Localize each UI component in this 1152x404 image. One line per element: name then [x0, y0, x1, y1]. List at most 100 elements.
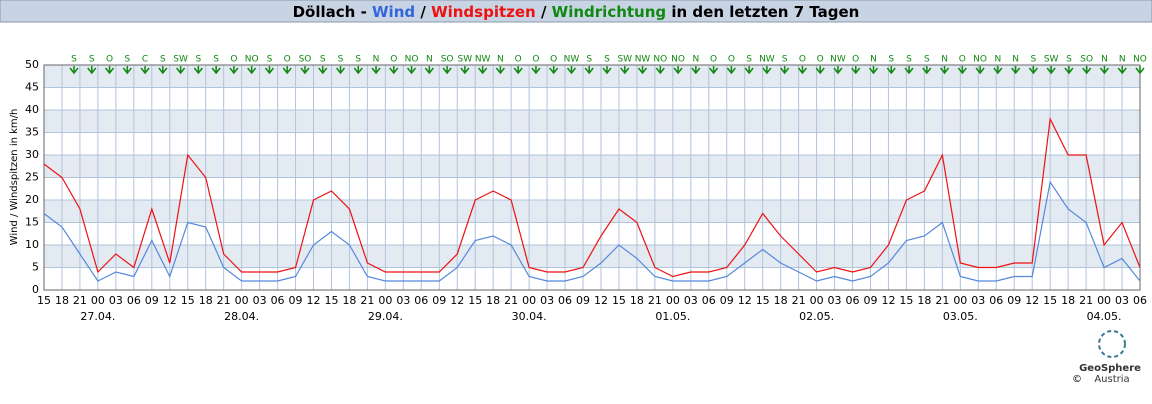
grid-band [44, 245, 1140, 268]
x-tick-label: 09 [432, 294, 446, 307]
x-tick-label: 15 [612, 294, 626, 307]
wind-direction-arrow [318, 66, 328, 75]
wind-direction-label: S [604, 55, 610, 65]
title-bar [0, 0, 1152, 23]
x-tick-label: 00 [522, 294, 536, 307]
wind-direction-label: C [142, 55, 148, 65]
wind-direction-label: NW [564, 55, 580, 65]
wind-direction-label: NO [1133, 55, 1147, 65]
wind-direction-label: NW [759, 55, 775, 65]
wind-direction-arrow [904, 66, 914, 75]
wind-direction-label: S [1031, 55, 1037, 65]
grid-band [44, 200, 1140, 223]
wind-direction-arrow [158, 66, 168, 75]
wind-direction-label: S [213, 55, 219, 65]
x-tick-label: 18 [199, 294, 213, 307]
date-label: 03.05. [943, 310, 978, 323]
wind-direction-arrow [495, 66, 505, 75]
x-tick-label: 12 [738, 294, 752, 307]
wind-direction-label: SO [299, 55, 312, 65]
wind-direction-arrow [957, 66, 967, 75]
series-line [43, 180, 1141, 282]
wind-direction-label: O [959, 55, 966, 65]
x-tick-label: 12 [163, 294, 177, 307]
title-part: in den letzten 7 Tagen [666, 3, 859, 21]
x-tick-label: 15 [37, 294, 51, 307]
wind-direction-label: N [941, 55, 948, 65]
wind-direction-label: N [373, 55, 380, 65]
wind-direction-arrow [513, 66, 523, 75]
y-axis-label: Wind / Windspitzen in km/h [9, 109, 20, 246]
grid-band [44, 110, 1140, 133]
wind-direction-label: S [71, 55, 77, 65]
wind-direction-arrow [939, 66, 950, 75]
title-part: Döllach - [293, 3, 372, 21]
x-tick-label: 06 [414, 294, 428, 307]
y-tick-label: 50 [25, 58, 39, 71]
wind-direction-arrow [229, 66, 239, 75]
wind-direction-arrow [815, 66, 825, 75]
wind-direction-arrow [193, 66, 203, 75]
x-tick-label: 09 [576, 294, 590, 307]
x-tick-label: 12 [881, 294, 895, 307]
wind-direction-arrow [744, 66, 754, 75]
date-label: 01.05. [655, 310, 690, 323]
wind-direction-label: NW [635, 55, 651, 65]
wind-direction-label: S [89, 55, 95, 65]
x-tick-label: 21 [217, 294, 231, 307]
plot-frame [43, 64, 1141, 291]
wind-direction-arrow [353, 66, 363, 75]
wind-direction-arrow [602, 66, 612, 75]
wind-direction-label: NO [653, 55, 667, 65]
date-label: 30.04. [512, 310, 547, 323]
x-tick-label: 18 [917, 294, 931, 307]
y-tick-label: 15 [25, 216, 39, 229]
wind-direction-arrow [637, 66, 648, 75]
x-tick-label: 00 [953, 294, 967, 307]
wind-direction-arrow [442, 66, 452, 75]
wind-direction-label: O [817, 55, 824, 65]
x-tick-label: 09 [720, 294, 734, 307]
wind-direction-label: S [782, 55, 788, 65]
wind-direction-arrow [886, 66, 896, 75]
date-label: 28.04. [224, 310, 259, 323]
x-tick-label: 15 [756, 294, 770, 307]
wind-direction-label: NO [405, 55, 419, 65]
x-tick-label: 03 [828, 294, 842, 307]
wind-direction-label: O [550, 55, 557, 65]
title-part: / [536, 3, 552, 21]
x-tick-label: 15 [324, 294, 338, 307]
wind-direction-arrow [282, 66, 292, 75]
x-tick-label: 06 [271, 294, 285, 307]
wind-direction-arrow [247, 66, 257, 75]
wind-direction-arrow [620, 66, 630, 75]
wind-direction-arrow [1064, 66, 1074, 75]
y-tick-label: 5 [32, 261, 39, 274]
title-part: Wind [372, 3, 415, 21]
x-tick-label: 00 [810, 294, 824, 307]
x-tick-label: 00 [666, 294, 680, 307]
wind-direction-label: O [728, 55, 735, 65]
wind-direction-arrow [140, 66, 150, 75]
x-tick-label: 06 [127, 294, 141, 307]
wind-direction-arrow [1135, 66, 1145, 75]
wind-direction-label: SO [1080, 55, 1093, 65]
x-tick-label: 03 [253, 294, 267, 307]
y-tick-label: 25 [25, 171, 39, 184]
wind-direction-arrow [1046, 66, 1056, 75]
wind-direction-arrow [797, 66, 808, 75]
x-tick-label: 18 [342, 294, 356, 307]
x-tick-label: 12 [594, 294, 608, 307]
wind-direction-label: N [870, 55, 877, 65]
wind-direction-arrow [371, 66, 381, 75]
wind-direction-arrow [584, 66, 594, 75]
x-tick-label: 18 [1061, 294, 1075, 307]
y-tick-label: 0 [32, 283, 39, 296]
wind-direction-label: SO [441, 55, 454, 65]
x-tick-label: 09 [145, 294, 159, 307]
wind-direction-label: S [586, 55, 592, 65]
wind-direction-arrow [389, 66, 399, 75]
wind-direction-arrow [1099, 66, 1110, 75]
wind-direction-arrow [424, 66, 434, 75]
